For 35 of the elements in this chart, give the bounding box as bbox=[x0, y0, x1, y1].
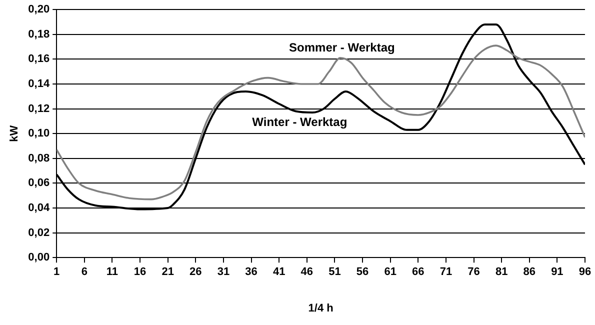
x-tick-label: 21 bbox=[162, 266, 174, 278]
x-tick-label: 86 bbox=[523, 266, 536, 278]
series-label: Sommer - Werktag bbox=[289, 40, 395, 54]
x-tick-label: 51 bbox=[328, 266, 341, 278]
x-tick-label: 96 bbox=[578, 266, 592, 278]
y-tick-label: 0,00 bbox=[28, 252, 50, 264]
y-tick-label: 0,12 bbox=[28, 102, 50, 115]
y-tick-label: 0,10 bbox=[28, 128, 50, 140]
y-tick-label: 0,02 bbox=[28, 226, 50, 239]
x-tick-label: 36 bbox=[245, 266, 258, 278]
x-tick-label: 31 bbox=[217, 266, 230, 278]
y-tick-label: 0,18 bbox=[28, 28, 50, 40]
x-axis-title: 1/4 h bbox=[308, 302, 334, 314]
y-tick-label: 0,20 bbox=[28, 4, 50, 16]
x-tick-label: 41 bbox=[272, 266, 286, 278]
x-tick-label: 26 bbox=[190, 266, 202, 278]
x-tick-label: 1 bbox=[54, 266, 60, 278]
x-tick-label: 6 bbox=[81, 266, 88, 278]
y-tick-label: 0,14 bbox=[28, 78, 50, 90]
x-tick-label: 61 bbox=[384, 266, 396, 278]
x-tick-label: 46 bbox=[300, 266, 314, 278]
x-tick-label: 81 bbox=[495, 266, 508, 278]
y-tick-label: 0,16 bbox=[28, 53, 50, 66]
x-tick-label: 91 bbox=[551, 266, 564, 278]
y-tick-label: 0,06 bbox=[28, 177, 50, 190]
x-tick-label: 66 bbox=[412, 266, 424, 278]
x-tick-label: 76 bbox=[468, 266, 480, 278]
series-label: Winter - Werktag bbox=[252, 114, 348, 129]
x-tick-label: 56 bbox=[356, 266, 369, 278]
x-tick-label: 16 bbox=[134, 266, 146, 278]
y-axis-title: kW bbox=[8, 124, 21, 142]
x-tick-label: 11 bbox=[106, 266, 118, 278]
y-tick-label: 0,08 bbox=[28, 152, 50, 164]
y-tick-label: 0,04 bbox=[28, 202, 50, 214]
x-tick-label: 71 bbox=[440, 266, 452, 278]
